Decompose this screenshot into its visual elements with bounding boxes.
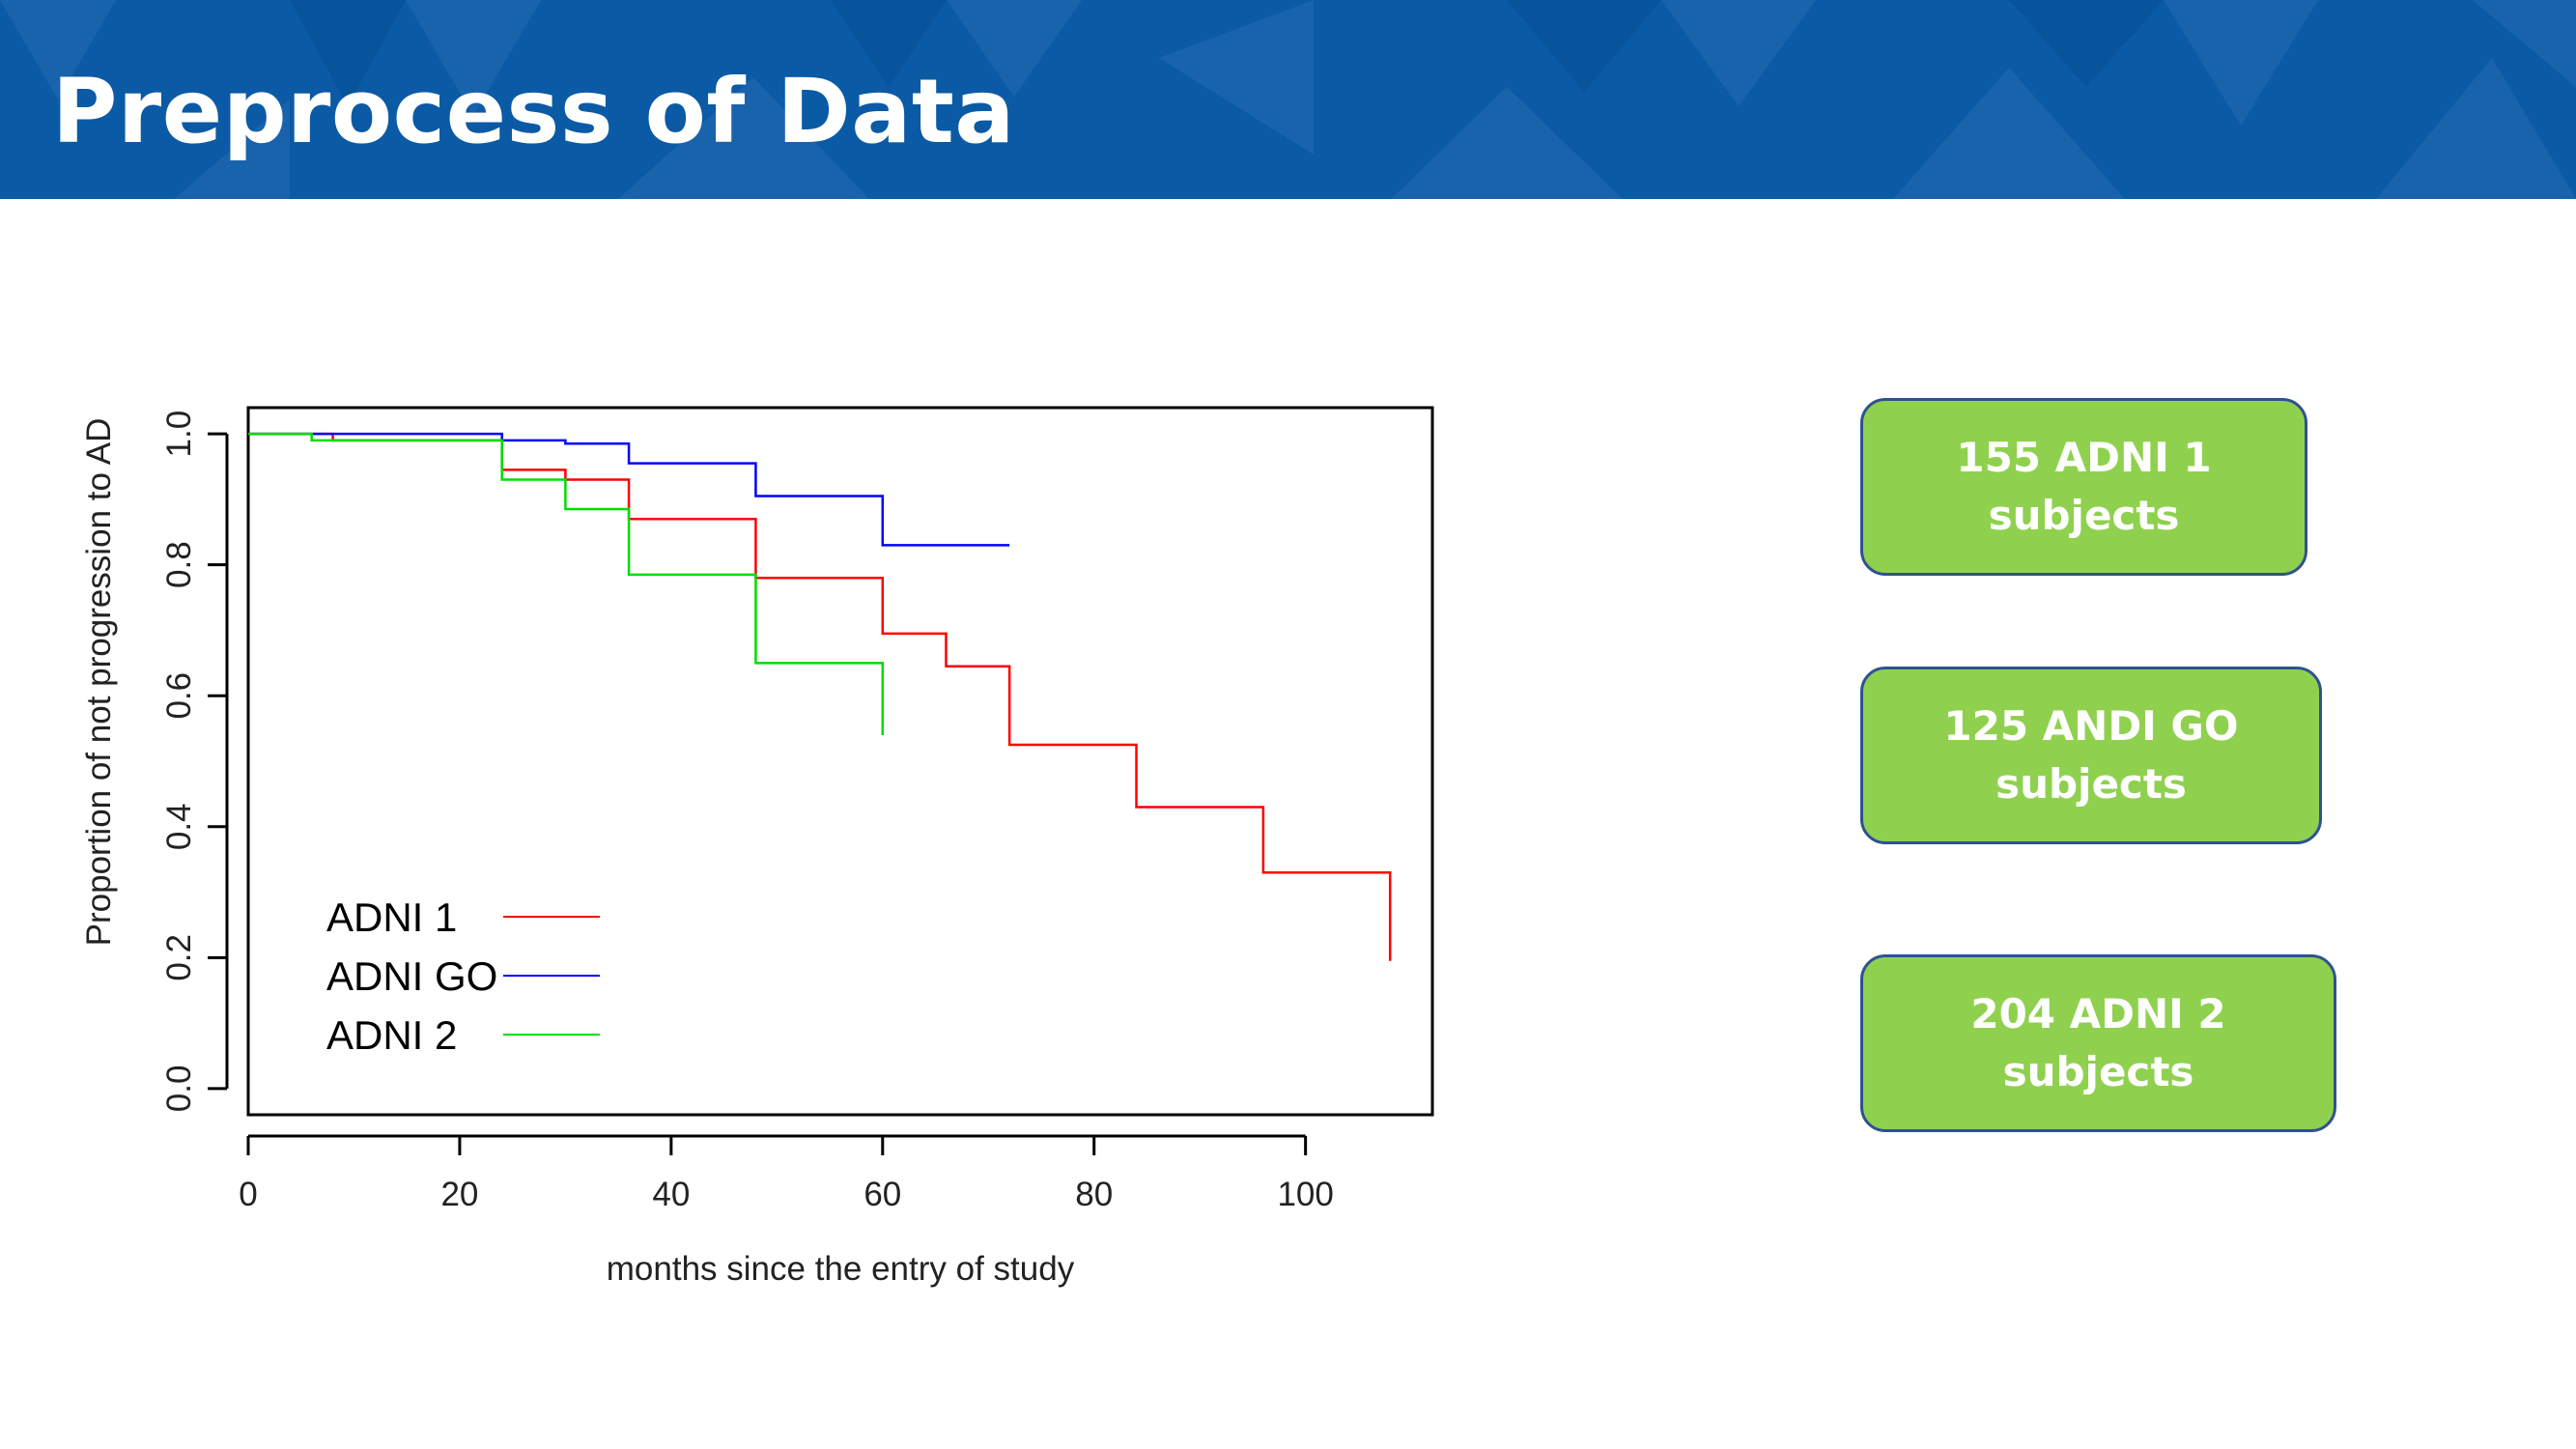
x-axis-label: months since the entry of study <box>607 1250 1075 1288</box>
adni2-subjects-text: 204 ADNI 2 subjects <box>1970 990 2226 1095</box>
slide-title: Preprocess of Data <box>52 60 1015 163</box>
x-tick-label: 60 <box>863 1176 901 1213</box>
adni2-subjects-box: 204 ADNI 2 subjects <box>1860 954 2336 1132</box>
x-tick-label: 80 <box>1075 1176 1113 1213</box>
chart-axes: 0 20 40 60 80 100 0.0 0.2 0.4 0.6 0.8 1.0 <box>160 406 1434 1213</box>
chart-series <box>248 432 1392 961</box>
adni1-subjects-box: 155 ADNI 1 subjects <box>1860 398 2307 576</box>
slide-header: Preprocess of Data <box>0 0 2576 199</box>
legend-label-adni-2: ADNI 2 <box>326 1012 457 1058</box>
x-tick-label: 40 <box>652 1176 690 1213</box>
legend-label-adni-1: ADNI 1 <box>326 895 457 940</box>
y-axis-label: Proportion of not progression to AD <box>80 418 118 947</box>
legend-label-adni-go: ADNI GO <box>326 953 497 999</box>
y-tick-label: 0.2 <box>160 934 198 981</box>
y-tick-label: 1.0 <box>160 411 198 458</box>
adni1-subjects-text: 155 ADNI 1 subjects <box>1956 434 2212 539</box>
adnigo-subjects-text: 125 ANDI GO subjects <box>1943 702 2239 808</box>
y-tick-label: 0.6 <box>160 672 198 720</box>
x-tick-label: 100 <box>1277 1176 1333 1213</box>
series-line-adni-2 <box>248 432 885 735</box>
y-tick-label: 0.8 <box>160 541 198 588</box>
series-line-adni-1 <box>248 432 1392 961</box>
x-tick-label: 20 <box>440 1176 478 1213</box>
x-tick-label: 0 <box>239 1176 257 1213</box>
header-pattern <box>0 0 2576 199</box>
y-tick-label: 0.4 <box>160 803 198 850</box>
y-tick-label: 0.0 <box>160 1065 198 1113</box>
chart-legend: ADNI 1 ADNI GO ADNI 2 <box>326 895 600 1058</box>
adnigo-subjects-box: 125 ANDI GO subjects <box>1860 667 2322 844</box>
plot-frame <box>246 406 1434 1117</box>
